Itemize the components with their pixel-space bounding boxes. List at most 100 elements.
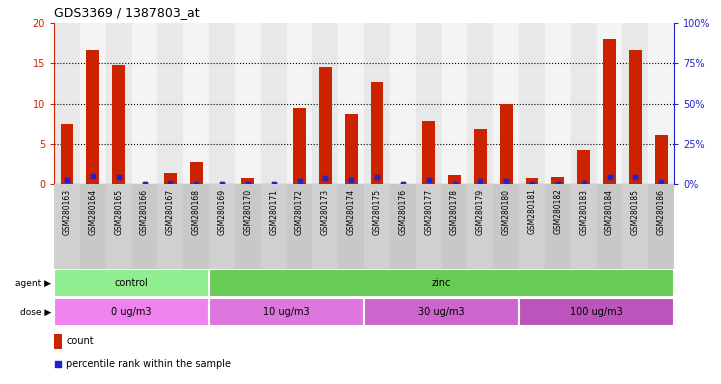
Bar: [235, 184, 261, 269]
Text: 0 ug/m3: 0 ug/m3: [111, 307, 152, 317]
Bar: [364, 184, 390, 269]
Bar: [190, 162, 203, 184]
Bar: [261, 23, 286, 184]
Bar: [578, 151, 590, 184]
Bar: [286, 23, 312, 184]
Bar: [157, 184, 183, 269]
Bar: [87, 50, 99, 184]
Point: [500, 177, 512, 184]
Bar: [164, 173, 177, 184]
Point: [397, 181, 409, 187]
Bar: [54, 23, 80, 184]
Point: [61, 177, 73, 183]
Text: count: count: [66, 336, 94, 346]
Bar: [423, 121, 435, 184]
Text: GSM280168: GSM280168: [192, 189, 200, 235]
Point: [87, 173, 99, 179]
Text: GSM280174: GSM280174: [347, 189, 355, 235]
Bar: [648, 23, 674, 184]
Bar: [441, 23, 467, 184]
Text: 10 ug/m3: 10 ug/m3: [263, 307, 310, 317]
Text: GSM280186: GSM280186: [657, 189, 665, 235]
Bar: [157, 23, 183, 184]
Point: [293, 178, 305, 184]
Point: [138, 181, 150, 187]
Text: GSM280184: GSM280184: [605, 189, 614, 235]
Bar: [286, 184, 312, 269]
Point: [578, 180, 590, 186]
Text: control: control: [115, 278, 149, 288]
Text: GSM280165: GSM280165: [114, 189, 123, 235]
Bar: [54, 334, 62, 349]
Bar: [183, 184, 209, 269]
Bar: [629, 50, 642, 184]
Bar: [519, 298, 674, 326]
Bar: [448, 175, 461, 184]
Bar: [364, 23, 390, 184]
Bar: [242, 178, 255, 184]
Bar: [596, 184, 622, 269]
Bar: [312, 23, 338, 184]
Bar: [552, 177, 565, 184]
Bar: [448, 175, 461, 184]
Bar: [655, 135, 668, 184]
Bar: [578, 151, 590, 184]
Text: GSM280177: GSM280177: [424, 189, 433, 235]
Bar: [106, 184, 131, 269]
Bar: [526, 178, 539, 184]
Text: zinc: zinc: [432, 278, 451, 288]
Bar: [390, 23, 416, 184]
Point: [474, 178, 486, 184]
Text: GSM280185: GSM280185: [631, 189, 640, 235]
Text: GSM280182: GSM280182: [554, 189, 562, 234]
Point: [345, 177, 357, 184]
Text: dose ▶: dose ▶: [20, 308, 51, 316]
Point: [216, 181, 228, 187]
Bar: [552, 177, 565, 184]
Point: [345, 177, 357, 184]
Bar: [87, 50, 99, 184]
Bar: [571, 23, 596, 184]
Point: [138, 181, 150, 187]
Bar: [345, 114, 358, 184]
Point: [52, 361, 63, 367]
Bar: [441, 184, 467, 269]
Point: [216, 181, 228, 187]
Bar: [655, 135, 668, 184]
Bar: [467, 23, 493, 184]
Point: [655, 179, 667, 185]
Point: [371, 174, 383, 180]
Point: [552, 180, 564, 187]
Text: agent ▶: agent ▶: [15, 279, 51, 288]
Point: [371, 174, 383, 180]
Point: [61, 177, 73, 183]
Point: [319, 175, 331, 181]
Point: [655, 179, 667, 185]
Bar: [183, 23, 209, 184]
Text: GSM280178: GSM280178: [450, 189, 459, 235]
Bar: [545, 184, 571, 269]
Bar: [338, 23, 364, 184]
Bar: [622, 184, 648, 269]
Bar: [131, 23, 157, 184]
Point: [293, 178, 305, 184]
Point: [190, 180, 202, 187]
Bar: [106, 23, 131, 184]
Bar: [54, 270, 209, 297]
Bar: [131, 184, 157, 269]
Bar: [345, 114, 358, 184]
Bar: [209, 23, 235, 184]
Bar: [319, 68, 332, 184]
Point: [113, 174, 125, 180]
Text: GSM280173: GSM280173: [321, 189, 329, 235]
Point: [319, 175, 331, 181]
Bar: [603, 39, 616, 184]
Bar: [61, 124, 74, 184]
Bar: [338, 184, 364, 269]
Text: GSM280170: GSM280170: [244, 189, 252, 235]
Bar: [54, 298, 209, 326]
Text: GSM280175: GSM280175: [373, 189, 381, 235]
Bar: [474, 129, 487, 184]
Bar: [390, 184, 416, 269]
Bar: [474, 129, 487, 184]
